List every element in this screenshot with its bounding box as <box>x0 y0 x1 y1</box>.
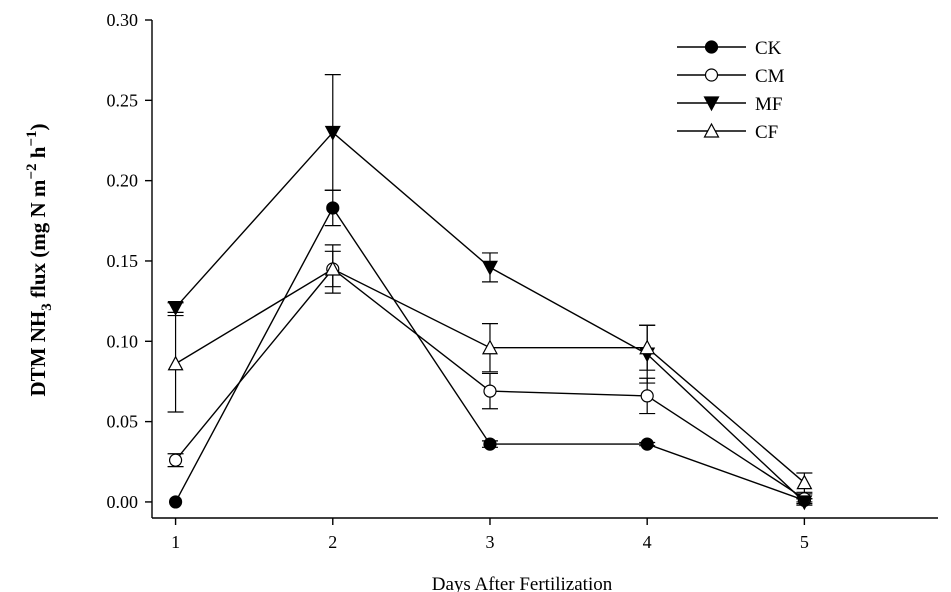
y-axis-title-part: −2 <box>24 164 40 180</box>
legend-marker <box>703 122 720 138</box>
legend-entry-cm: CM <box>677 66 785 87</box>
y-axis-title-part: −1 <box>24 131 40 147</box>
y-tick-label: 0.15 <box>107 251 139 271</box>
data-point-ck <box>168 495 183 509</box>
plot-area <box>167 74 813 511</box>
legend-label: CK <box>755 38 782 59</box>
y-tick-label: 0.20 <box>107 171 139 191</box>
y-axis-title-part: ) <box>26 124 50 131</box>
y-tick-label: 0.00 <box>107 492 139 512</box>
data-point-cf <box>167 355 184 371</box>
y-axis-title-text: DTM NH3 flux (mg N m−2 h−1) <box>24 124 55 397</box>
y-tick-label: 0.10 <box>107 331 139 351</box>
legend: CK CM MF CF <box>677 38 785 143</box>
y-tick-label: 0.25 <box>107 90 139 110</box>
legend-marker <box>704 40 719 54</box>
data-point-ck <box>640 437 654 451</box>
y-axis-title-part: DTM NH <box>26 311 50 397</box>
legend-label: CF <box>755 122 778 143</box>
series-cf <box>167 250 813 493</box>
y-axis-title: DTM NH3 flux (mg N m−2 h−1) <box>24 124 55 397</box>
y-tick-label: 0.30 <box>107 10 139 30</box>
axes: 0.00 0.05 0.10 0.15 0.20 0.25 0.30 1 2 3 4 5 <box>107 10 938 552</box>
data-point-cf <box>324 260 341 276</box>
data-point-cm <box>483 384 497 398</box>
y-tick-label: 0.05 <box>107 412 139 432</box>
x-tick-label: 5 <box>800 532 809 552</box>
legend-entry-ck: CK <box>677 38 782 59</box>
legend-label: CM <box>755 66 785 87</box>
data-point-mf <box>324 125 341 141</box>
x-tick-label: 3 <box>485 532 494 552</box>
data-point-ck <box>483 437 497 451</box>
y-axis-title-part: h <box>26 146 50 163</box>
legend-marker <box>703 96 720 112</box>
legend-entry-mf: MF <box>677 94 782 115</box>
data-point-cm <box>640 389 654 403</box>
data-point-ck <box>326 201 340 215</box>
series-cm <box>167 244 813 506</box>
x-tick-label: 2 <box>328 532 337 552</box>
data-point-cf <box>639 339 656 355</box>
data-point-cf <box>796 474 813 490</box>
data-point-mf <box>796 495 813 511</box>
data-point-cm <box>168 453 183 467</box>
y-axis-title-part: 3 <box>39 303 55 311</box>
data-point-mf <box>481 260 498 276</box>
x-tick-label: 1 <box>171 532 180 552</box>
data-point-mf <box>167 300 184 316</box>
y-axis-title-part: flux (mg N m <box>26 179 50 303</box>
x-axis-title: Days After Fertilization <box>432 574 613 592</box>
legend-label: MF <box>755 94 782 115</box>
legend-marker <box>704 68 719 82</box>
legend-entry-cf: CF <box>677 122 778 143</box>
data-point-cf <box>481 339 498 355</box>
x-tick-label: 4 <box>643 532 652 552</box>
